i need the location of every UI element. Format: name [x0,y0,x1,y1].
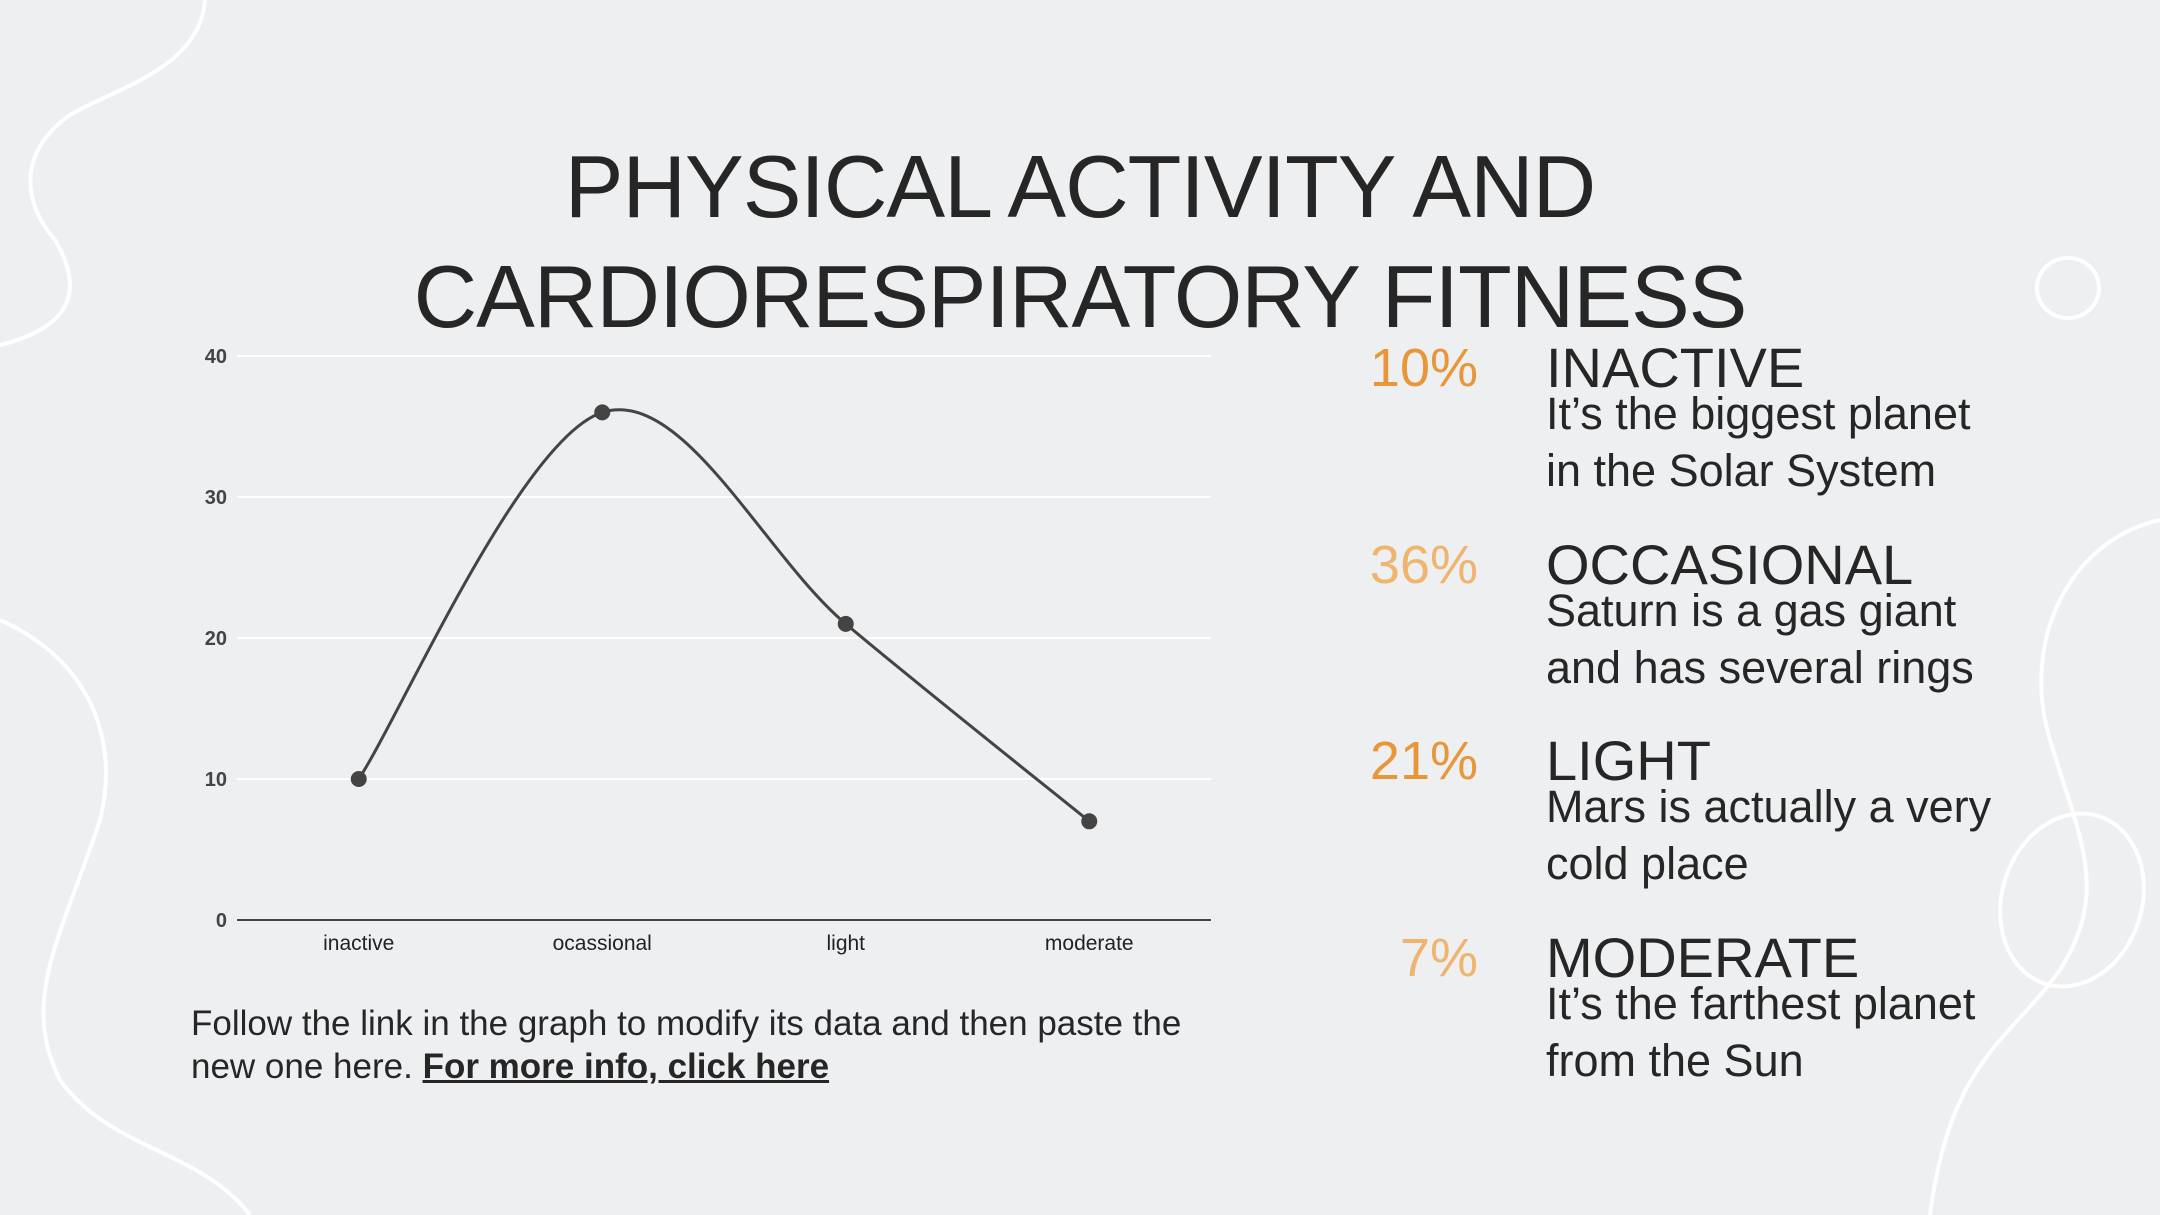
stat-label: OCCASIONAL [1546,533,1914,596]
more-info-link[interactable]: For more info, click here [422,1047,830,1086]
data-point [594,404,611,421]
stat-label: INACTIVE [1546,336,1805,399]
stat-percent: 36% [1369,535,1478,595]
x-tick-label: ocassional [553,932,652,955]
y-tick-label: 40 [205,346,227,368]
stat-percent: 21% [1369,731,1478,791]
x-tick-label: moderate [1045,932,1134,955]
chart-caption: Follow the link in the graph to modify i… [191,1002,1251,1088]
data-point [837,615,854,632]
y-tick-label: 10 [205,769,227,791]
stat-light: 21% LIGHT Mars is actually a very cold p… [1300,728,2000,918]
series-line [357,408,1091,823]
stat-description: It’s the farthest planet from the Sun [1546,978,1976,1086]
stat-description: Saturn is a gas giant and has several ri… [1546,585,1974,693]
stat-percent: 10% [1369,338,1478,398]
title-line-2: CARDIORESPIRATORY FITNESS [413,247,1748,346]
stat-label: LIGHT [1546,729,1711,792]
stat-percent: 7% [1399,928,1478,988]
x-tick-label: light [826,932,865,955]
data-point [1081,813,1098,830]
stat-inactive: 10% INACTIVE It’s the biggest planet in … [1300,335,2000,525]
y-tick-label: 20 [205,628,227,650]
x-tick-label: inactive [323,932,394,955]
y-tick-label: 0 [216,910,227,932]
stat-description: Mars is actually a very cold place [1546,781,1992,889]
stat-label: MODERATE [1546,926,1860,989]
data-point [350,771,367,787]
title-line-1: PHYSICAL ACTIVITY AND [564,137,1596,236]
caption-text: Follow the link in the graph to modify i… [191,1004,1182,1086]
line-chart[interactable]: 0 10 20 30 40 inactive ocassional light moderate [170,330,1240,970]
stat-occasional: 36% OCCASIONAL Saturn is a gas giant and… [1300,532,2000,722]
y-tick-label: 30 [205,487,227,509]
page-title: PHYSICAL ACTIVITY AND CARDIORESPIRATORY … [250,132,1910,352]
stat-moderate: 7% MODERATE It’s the farthest planet fro… [1300,925,2000,1115]
stat-description: It’s the biggest planet in the Solar Sys… [1546,388,1971,496]
